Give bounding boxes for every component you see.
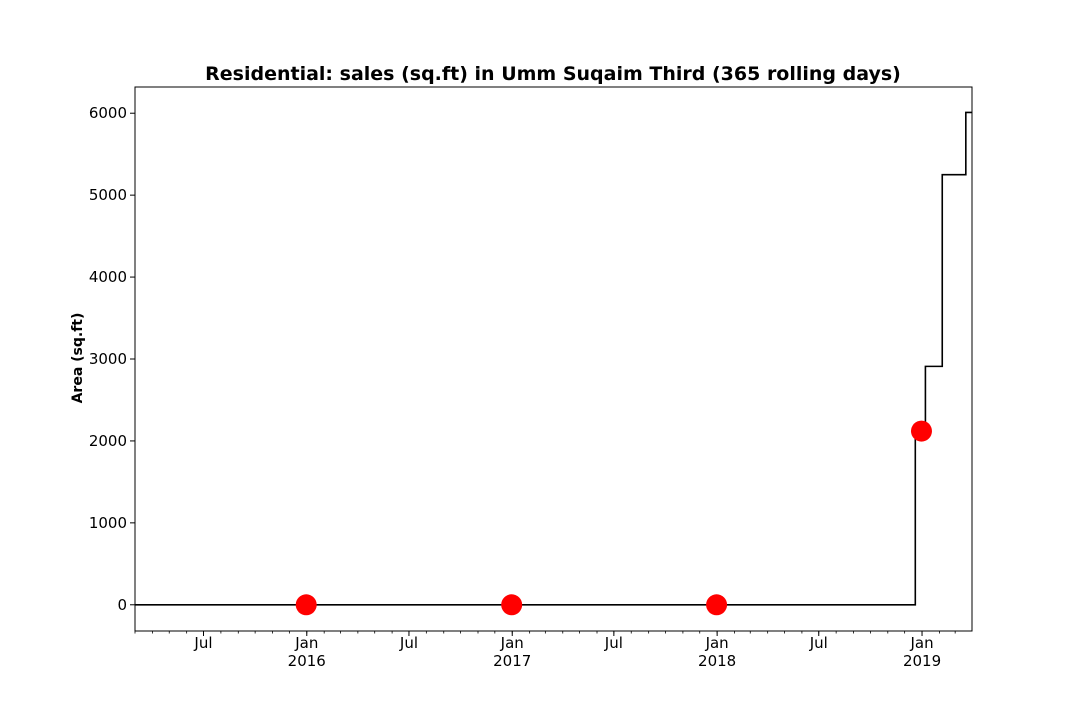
x-tick-label: Jan (500, 634, 524, 652)
x-tick-label: Jul (809, 634, 828, 652)
data-point-marker (910, 420, 932, 442)
y-tick-label: 5000 (89, 186, 127, 204)
x-tick-label: Jul (399, 634, 418, 652)
x-tick-label: Jul (193, 634, 212, 652)
y-tick-label: 3000 (89, 350, 127, 368)
x-tick-year-label: 2018 (698, 652, 736, 670)
x-tick-year-label: 2017 (493, 652, 531, 670)
data-point-marker (295, 594, 317, 616)
y-axis-label: Area (sq.ft) (70, 313, 86, 404)
y-tick-label: 0 (117, 596, 127, 614)
chart-title: Residential: sales (sq.ft) in Umm Suqaim… (205, 63, 901, 85)
plot-frame (134, 86, 973, 632)
y-tick-label: 4000 (89, 268, 127, 286)
y-tick-label: 2000 (89, 432, 127, 450)
x-tick-label: Jan (705, 634, 729, 652)
x-tick-year-label: 2016 (288, 652, 326, 670)
y-tick-label: 1000 (89, 514, 127, 532)
data-point-marker (706, 594, 728, 616)
series-line (135, 111, 972, 606)
data-point-marker (501, 594, 523, 616)
x-tick-label: Jan (294, 634, 318, 652)
x-tick-year-label: 2019 (903, 652, 941, 670)
x-tick-label: Jul (604, 634, 623, 652)
x-tick-label: Jan (909, 634, 933, 652)
y-tick-label: 6000 (89, 104, 127, 122)
